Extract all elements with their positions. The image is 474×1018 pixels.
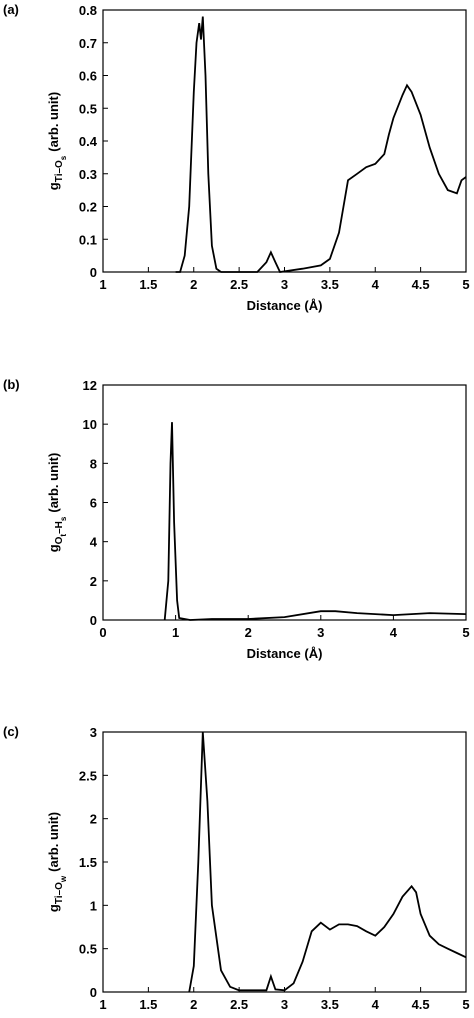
panel-label: (b): [3, 377, 20, 392]
y-label-subscript: s: [59, 516, 68, 521]
x-tick-label: 1.5: [139, 277, 157, 292]
y-tick-label: 0.2: [79, 200, 97, 215]
y-tick-label: 2.5: [79, 768, 97, 783]
y-tick-label: 0.3: [79, 167, 97, 182]
y-tick-label: 2: [90, 574, 97, 589]
y-tick-label: 1: [90, 898, 97, 913]
y-tick-label: 0: [90, 985, 97, 1000]
y-tick-label: 0.5: [79, 101, 97, 116]
y-tick-label: 0.7: [79, 36, 97, 51]
y-tick-label: 4: [90, 535, 98, 550]
y-tick-label: 3: [90, 725, 97, 740]
y-label-subscript: w: [59, 875, 68, 883]
x-tick-label: 0: [99, 625, 106, 640]
y-label-unit: (arb. unit): [46, 92, 61, 152]
data-line: [175, 16, 467, 273]
x-axis-label: Distance (Å): [247, 646, 323, 661]
x-tick-label: 5: [462, 997, 469, 1012]
data-line: [163, 422, 467, 621]
x-tick-label: 3: [281, 277, 288, 292]
y-label-subscript: O: [54, 536, 65, 544]
x-tick-label: 4: [390, 625, 398, 640]
x-tick-label: 3.5: [321, 277, 339, 292]
y-tick-label: 0.4: [79, 134, 98, 149]
y-axis-label: gTi–Os (arb. unit): [46, 92, 68, 190]
y-tick-label: 12: [83, 378, 97, 393]
x-tick-label: 1: [99, 277, 106, 292]
x-tick-label: 2.5: [230, 277, 248, 292]
x-tick-label: 4: [372, 277, 380, 292]
y-label-subscript: –H: [54, 521, 65, 534]
y-axis-label: gTi–Ow (arb. unit): [46, 812, 68, 912]
y-tick-label: 0: [90, 613, 97, 628]
y-axis-label: gOt–Hs (arb. unit): [46, 453, 68, 553]
y-tick-label: 0.6: [79, 69, 97, 84]
plot-frame: [102, 9, 467, 273]
x-tick-label: 4.5: [412, 997, 430, 1012]
y-label-subscript: s: [59, 155, 68, 160]
x-tick-label: 1: [172, 625, 179, 640]
x-tick-label: 2.5: [230, 997, 248, 1012]
y-label-unit: (arb. unit): [46, 453, 61, 513]
x-axis-label: Distance (Å): [247, 298, 323, 313]
y-label-symbol: g: [46, 904, 61, 912]
y-label-unit: (arb. unit): [46, 812, 61, 872]
data-line: [188, 731, 467, 993]
x-tick-label: 5: [462, 625, 469, 640]
x-tick-label: 2: [245, 625, 252, 640]
y-tick-label: 0.1: [79, 232, 97, 247]
y-tick-label: 1.5: [79, 855, 97, 870]
y-tick-label: 2: [90, 812, 97, 827]
x-tick-label: 1.5: [139, 997, 157, 1012]
y-tick-label: 0.8: [79, 3, 97, 18]
plot-frame: [102, 384, 467, 621]
x-tick-label: 3: [281, 997, 288, 1012]
x-tick-label: 2: [190, 997, 197, 1012]
y-tick-label: 10: [83, 417, 97, 432]
panel-label: (c): [3, 724, 19, 739]
y-label-symbol: g: [46, 182, 61, 190]
y-label-subscript: Ti–O: [54, 882, 65, 904]
x-tick-label: 3.5: [321, 997, 339, 1012]
x-tick-label: 4.5: [412, 277, 430, 292]
x-tick-label: 5: [462, 277, 469, 292]
x-tick-label: 3: [317, 625, 324, 640]
x-tick-label: 2: [190, 277, 197, 292]
y-tick-label: 0: [90, 265, 97, 280]
y-label-subscript: Ti–O: [54, 160, 65, 182]
y-label-subscript: t: [59, 534, 68, 537]
y-label-symbol: g: [46, 544, 61, 552]
x-tick-label: 4: [372, 997, 380, 1012]
plot-frame: [102, 731, 467, 993]
x-tick-label: 1: [99, 997, 106, 1012]
y-tick-label: 8: [90, 456, 97, 471]
y-tick-label: 6: [90, 496, 97, 511]
y-tick-label: 0.5: [79, 942, 97, 957]
panel-label: (a): [3, 2, 19, 17]
